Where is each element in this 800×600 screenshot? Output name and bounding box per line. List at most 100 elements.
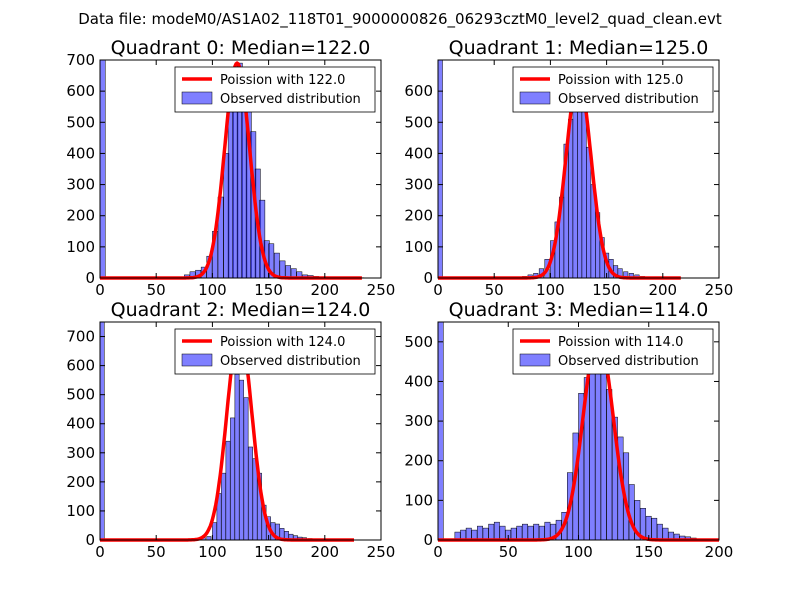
y-tick-label: 200 (404, 452, 433, 470)
legend-box (174, 328, 376, 375)
histogram-bar (99, 59, 106, 279)
x-tick-label: 250 (367, 543, 396, 561)
histogram-bar (437, 321, 444, 541)
x-tick-label: 50 (147, 543, 166, 561)
histogram-bar (437, 59, 443, 279)
quadrant-panels: 0 50 100 150 200 2500100200300400500600700Qua… (66, 37, 733, 561)
y-tick-label: 0 (85, 531, 95, 549)
axes-frame (99, 59, 382, 279)
histogram-bar (581, 97, 587, 279)
y-tick-label: 100 (404, 491, 433, 509)
figure-title: Data file: modeM0/AS1A02_118T01_90000008… (78, 10, 722, 29)
legend-observed-swatch (519, 91, 551, 105)
legend-observed-label: Observed distribution (558, 92, 699, 107)
histogram-bar (533, 523, 540, 541)
y-tick-label: 500 (404, 333, 433, 351)
legend-poisson-label: Poission with 114.0 (558, 335, 683, 350)
histogram-bar (538, 525, 545, 541)
y-tick-label: 200 (66, 473, 95, 491)
legend-poisson-label: Poission with 125.0 (558, 73, 683, 88)
legend: Poission with 124.0 Observed distribution (174, 328, 376, 375)
legend-observed-label: Observed distribution (220, 354, 361, 369)
quadrant-0-title: Quadrant 0: Median=122.0 (111, 37, 371, 59)
y-tick-label: 200 (66, 207, 95, 225)
legend-poisson-label: Poission with 124.0 (220, 335, 345, 350)
histogram-bar (221, 472, 226, 541)
y-tick-label: 400 (66, 144, 95, 162)
histogram-bar (279, 260, 286, 279)
quadrant-2-panel: 0 50 100 150 200 250 0 100 200 300 400 500 600 700 Qua… (66, 299, 395, 561)
quadrant-1-title: Quadrant 1: Median=125.0 (449, 37, 709, 59)
histogram-bar (482, 527, 489, 541)
histogram-bar (230, 417, 235, 541)
legend-observed-swatch (181, 91, 213, 105)
y-tick-label: 600 (66, 82, 95, 100)
histogram-bar (465, 527, 472, 541)
legend-observed-label: Observed distribution (558, 354, 699, 369)
y-tick-label: 0 (85, 269, 95, 287)
y-tick-label: 400 (404, 372, 433, 390)
x-tick-label: 100 (536, 281, 565, 299)
x-tick-label: 200 (310, 281, 339, 299)
x-tick-label: 150 (634, 543, 663, 561)
quadrant-0-panel: 0 50 100 150 200 250 0 100 200 300 400 500 600 700 Qua… (66, 37, 395, 299)
axes-frame (99, 321, 382, 541)
axes-frame (437, 59, 720, 279)
legend: Poission with 122.0 Observed distribution (174, 66, 376, 113)
x-tick-label: 0 (433, 281, 443, 299)
y-tick-label: 500 (66, 113, 95, 131)
legend-box (512, 328, 714, 375)
legend: Poission with 125.0 Observed distribution (512, 66, 714, 113)
histogram-bar (656, 523, 663, 541)
x-tick-label: 150 (592, 281, 621, 299)
x-tick-label: 100 (198, 281, 227, 299)
x-tick-label: 100 (198, 543, 227, 561)
histogram-bar (586, 146, 592, 279)
histogram-bar (527, 525, 534, 541)
legend: Poission with 114.0 Observed distribution (512, 328, 714, 375)
histogram-bar (225, 440, 231, 541)
legend-box (512, 66, 714, 113)
legend-poisson-label: Poission with 122.0 (220, 73, 345, 88)
x-tick-label: 50 (499, 543, 518, 561)
histogram-bar (99, 321, 105, 541)
x-tick-label: 150 (254, 281, 283, 299)
quadrant-3-panel: 0 50 100 150 200 0 100 200 300 400 500 Quadrant 3: … (404, 299, 733, 561)
x-tick-label: 50 (485, 281, 504, 299)
quadrant-2-title: Quadrant 2: Median=124.0 (111, 299, 371, 321)
x-tick-label: 0 (433, 543, 443, 561)
y-tick-label: 700 (66, 328, 95, 346)
histogram-bar (234, 374, 240, 541)
x-tick-label: 200 (310, 543, 339, 561)
y-tick-label: 700 (66, 51, 95, 69)
legend-box (174, 66, 376, 113)
histogram-bar (493, 521, 500, 541)
histogram-bar (212, 522, 217, 541)
y-tick-label: 0 (423, 531, 433, 549)
y-tick-label: 100 (66, 238, 95, 256)
x-tick-label: 50 (147, 281, 166, 299)
x-tick-label: 0 (95, 281, 105, 299)
x-tick-label: 200 (705, 543, 734, 561)
y-tick-label: 400 (66, 415, 95, 433)
x-tick-label: 200 (648, 281, 677, 299)
legend-observed-swatch (181, 353, 213, 367)
legend-observed-label: Observed distribution (220, 92, 361, 107)
histogram-bar (595, 349, 601, 541)
quadrant-1-panel: 0 50 100 150 200 250 0 100 200 300 400 500 600 Quadra… (404, 37, 733, 299)
histogram-bar (651, 517, 658, 541)
y-tick-label: 200 (404, 207, 433, 225)
y-tick-label: 300 (66, 176, 95, 194)
y-tick-label: 500 (66, 386, 95, 404)
quadrant-3-title: Quadrant 3: Median=114.0 (449, 299, 709, 321)
histogram-bar (285, 265, 291, 279)
y-tick-label: 0 (423, 269, 433, 287)
histogram-bar (243, 397, 249, 541)
y-tick-label: 300 (66, 444, 95, 462)
y-tick-label: 300 (404, 176, 433, 194)
y-tick-label: 600 (66, 357, 95, 375)
histogram-bar (572, 103, 578, 279)
x-tick-label: 100 (564, 543, 593, 561)
histogram-bar (239, 379, 244, 541)
